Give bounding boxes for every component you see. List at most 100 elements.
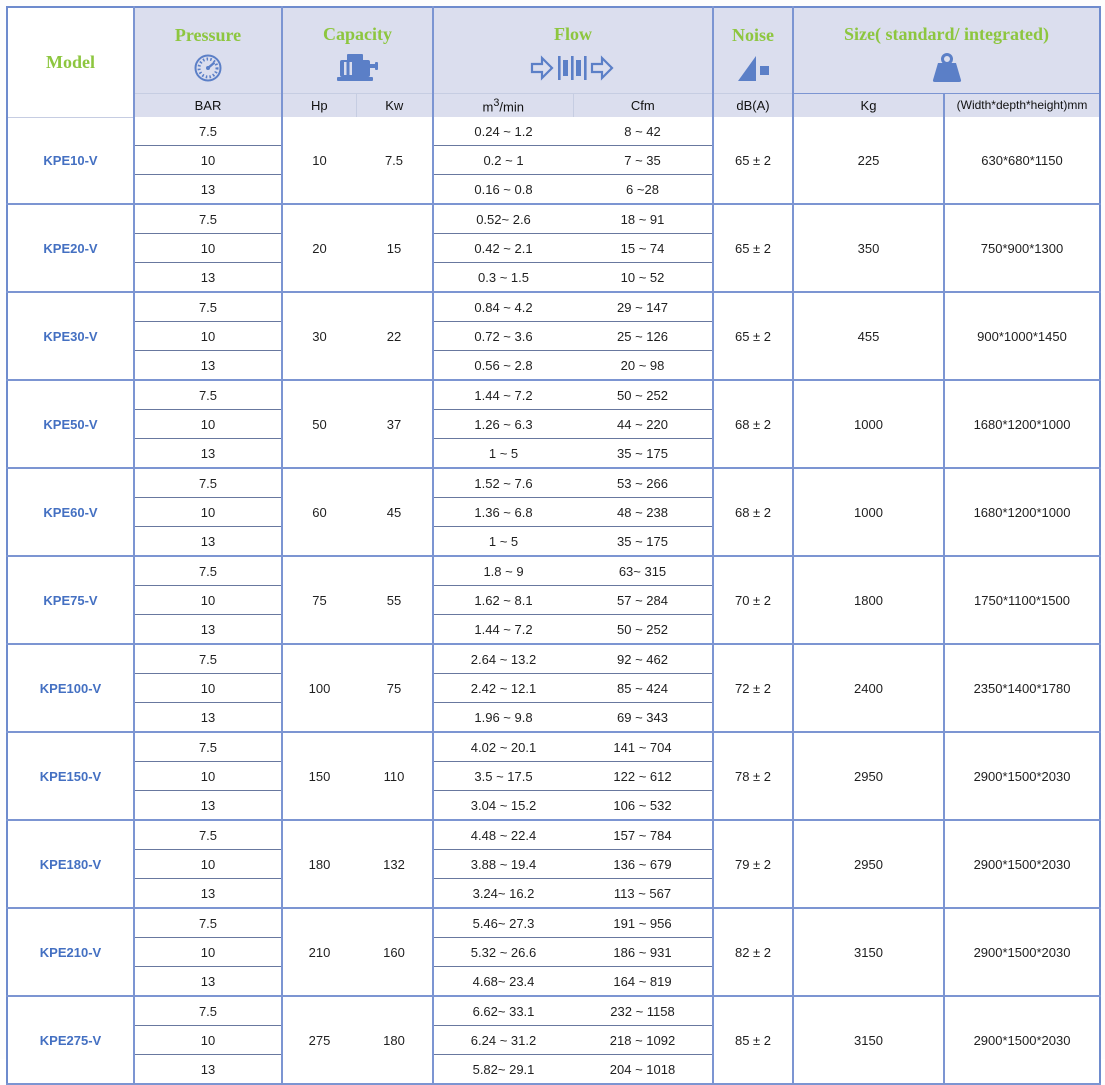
flow-m3min-value: 5.32 ~ 26.6 <box>432 937 573 967</box>
spec-row: 13 4.68~ 23.4 164 ~ 819 <box>7 966 1100 996</box>
pressure-value: 7.5 <box>134 556 282 586</box>
capacity-hp-value: 60 <box>281 468 356 556</box>
speaker-icon <box>738 56 769 82</box>
spec-row: 13 0.16 ~ 0.8 6 ~28 <box>7 174 1100 204</box>
flow-cfm-value: 44 ~ 220 <box>573 409 713 439</box>
unit-header-dba: dB(A) <box>712 93 793 117</box>
model-name: KPE100-V <box>7 644 135 732</box>
weight-value: 3150 <box>792 908 944 996</box>
flow-cfm-value: 25 ~ 126 <box>573 321 713 351</box>
flow-cfm-value: 7 ~ 35 <box>573 145 713 175</box>
pressure-value: 10 <box>134 849 282 879</box>
capacity-hp-value: 10 <box>281 117 356 204</box>
model-group: KPE150-V 7.5 150 110 4.02 ~ 20.1 141 ~ 704 78 … <box>7 732 1101 820</box>
spec-row: 10 2.42 ~ 12.1 85 ~ 424 <box>7 673 1100 703</box>
spec-row: 13 0.3 ~ 1.5 10 ~ 52 <box>7 262 1100 292</box>
flow-cfm-value: 85 ~ 424 <box>573 673 713 703</box>
model-name: KPE150-V <box>7 732 135 820</box>
pressure-value: 10 <box>134 409 282 439</box>
flow-cfm-value: 50 ~ 252 <box>573 614 713 644</box>
flow-cfm-value: 6 ~28 <box>573 174 713 204</box>
flow-m3min-value: 3.88 ~ 19.4 <box>432 849 573 879</box>
spec-row: 13 1.96 ~ 9.8 69 ~ 343 <box>7 702 1100 732</box>
dimensions-value: 1680*1200*1000 <box>942 468 1101 556</box>
capacity-kw-value: 37 <box>356 380 433 468</box>
flow-m3min-value: 1.36 ~ 6.8 <box>432 497 573 527</box>
spec-row: 10 0.72 ~ 3.6 25 ~ 126 <box>7 321 1100 351</box>
pressure-value: 10 <box>134 937 282 967</box>
pressure-value: 13 <box>134 174 282 204</box>
spec-row: 10 5.32 ~ 26.6 186 ~ 931 <box>7 937 1100 967</box>
flow-m3min-value: 6.62~ 33.1 <box>432 996 573 1026</box>
flow-cfm-value: 157 ~ 784 <box>573 820 713 850</box>
pressure-value: 10 <box>134 673 282 703</box>
flow-m3min-value: 0.24 ~ 1.2 <box>432 117 573 146</box>
unit-header-dimensions: (Width*depth*height)mm <box>942 93 1101 117</box>
weight-value: 2950 <box>792 732 944 820</box>
weight-value: 350 <box>792 204 944 292</box>
unit-header-hp: Hp <box>281 93 356 117</box>
pressure-value: 7.5 <box>134 644 282 674</box>
weight-value: 225 <box>792 117 944 204</box>
column-header-capacity: Capacity <box>281 7 433 94</box>
flow-cfm-value: 218 ~ 1092 <box>573 1025 713 1055</box>
flow-cfm-value: 29 ~ 147 <box>573 292 713 322</box>
flow-cfm-value: 48 ~ 238 <box>573 497 713 527</box>
pressure-value: 10 <box>134 145 282 175</box>
capacity-kw-value: 160 <box>356 908 433 996</box>
flow-cfm-value: 35 ~ 175 <box>573 438 713 468</box>
pressure-value: 7.5 <box>134 908 282 938</box>
capacity-hp-value: 210 <box>281 908 356 996</box>
capacity-kw-value: 45 <box>356 468 433 556</box>
pressure-value: 7.5 <box>134 204 282 234</box>
capacity-hp-value: 150 <box>281 732 356 820</box>
spec-row: KPE100-V 7.5 100 75 2.64 ~ 13.2 92 ~ 462 72 ± … <box>7 644 1101 732</box>
capacity-kw-value: 7.5 <box>356 117 433 204</box>
table-header: Model Pressure Capacity <box>7 7 1101 118</box>
dimensions-value: 900*1000*1450 <box>942 292 1101 380</box>
model-group: KPE210-V 7.5 210 160 5.46~ 27.3 191 ~ 956 82 ±… <box>7 908 1101 996</box>
pressure-value: 7.5 <box>134 468 282 498</box>
capacity-kw-value: 55 <box>356 556 433 644</box>
pressure-value: 13 <box>134 350 282 380</box>
flow-m3min-value: 3.5 ~ 17.5 <box>432 761 573 791</box>
dimensions-value: 2900*1500*2030 <box>942 996 1101 1084</box>
noise-value: 82 ± 2 <box>712 908 793 996</box>
compressor-spec-sheet: Model Pressure Capacity <box>6 6 1102 1085</box>
spec-row: KPE75-V 7.5 75 55 1.8 ~ 9 63~ 315 70 ± 2 1800 17… <box>7 556 1101 644</box>
flow-m3min-value: 5.46~ 27.3 <box>432 908 573 938</box>
flow-cfm-value: 53 ~ 266 <box>573 468 713 498</box>
pressure-value: 10 <box>134 1025 282 1055</box>
flow-cfm-value: 186 ~ 931 <box>573 937 713 967</box>
model-group: KPE275-V 7.5 275 180 6.62~ 33.1 232 ~ 1158 85 … <box>7 996 1101 1084</box>
capacity-kw-value: 22 <box>356 292 433 380</box>
flow-m3min-value: 0.42 ~ 2.1 <box>432 233 573 263</box>
flow-cfm-value: 8 ~ 42 <box>573 117 713 146</box>
dimensions-value: 2900*1500*2030 <box>942 820 1101 908</box>
unit-header-m3min: m3/min <box>432 93 573 117</box>
flow-m3min-value: 4.48 ~ 22.4 <box>432 820 573 850</box>
capacity-kw-value: 180 <box>356 996 433 1084</box>
flow-cfm-value: 164 ~ 819 <box>573 966 713 996</box>
model-name: KPE180-V <box>7 820 135 908</box>
capacity-title: Capacity <box>323 24 392 45</box>
flow-cfm-value: 63~ 315 <box>573 556 713 586</box>
flow-cfm-value: 50 ~ 252 <box>573 380 713 410</box>
spec-row: 10 0.42 ~ 2.1 15 ~ 74 <box>7 233 1100 263</box>
model-group: KPE10-V 7.5 10 7.5 0.24 ~ 1.2 8 ~ 42 65 ± 2 225… <box>7 117 1101 204</box>
spec-row: KPE50-V 7.5 50 37 1.44 ~ 7.2 50 ~ 252 68 ± 2 10… <box>7 380 1101 468</box>
spec-row: KPE150-V 7.5 150 110 4.02 ~ 20.1 141 ~ 704 78 … <box>7 732 1101 820</box>
column-header-size: Size( standard/ integrated) <box>791 7 1101 94</box>
dimensions-value: 630*680*1150 <box>942 117 1101 204</box>
model-group: KPE100-V 7.5 100 75 2.64 ~ 13.2 92 ~ 462 72 ± … <box>7 644 1101 732</box>
column-header-flow: Flow <box>432 7 713 94</box>
model-name: KPE275-V <box>7 996 135 1084</box>
spec-row: 13 0.56 ~ 2.8 20 ~ 98 <box>7 350 1100 380</box>
capacity-kw-value: 75 <box>356 644 433 732</box>
pressure-value: 13 <box>134 614 282 644</box>
flow-cfm-value: 106 ~ 532 <box>573 790 713 820</box>
spec-row: 13 1 ~ 5 35 ~ 175 <box>7 438 1100 468</box>
model-group: KPE50-V 7.5 50 37 1.44 ~ 7.2 50 ~ 252 68 ± 2 10… <box>7 380 1101 468</box>
capacity-hp-value: 180 <box>281 820 356 908</box>
model-group: KPE20-V 7.5 20 15 0.52~ 2.6 18 ~ 91 65 ± 2 350 7… <box>7 204 1101 292</box>
